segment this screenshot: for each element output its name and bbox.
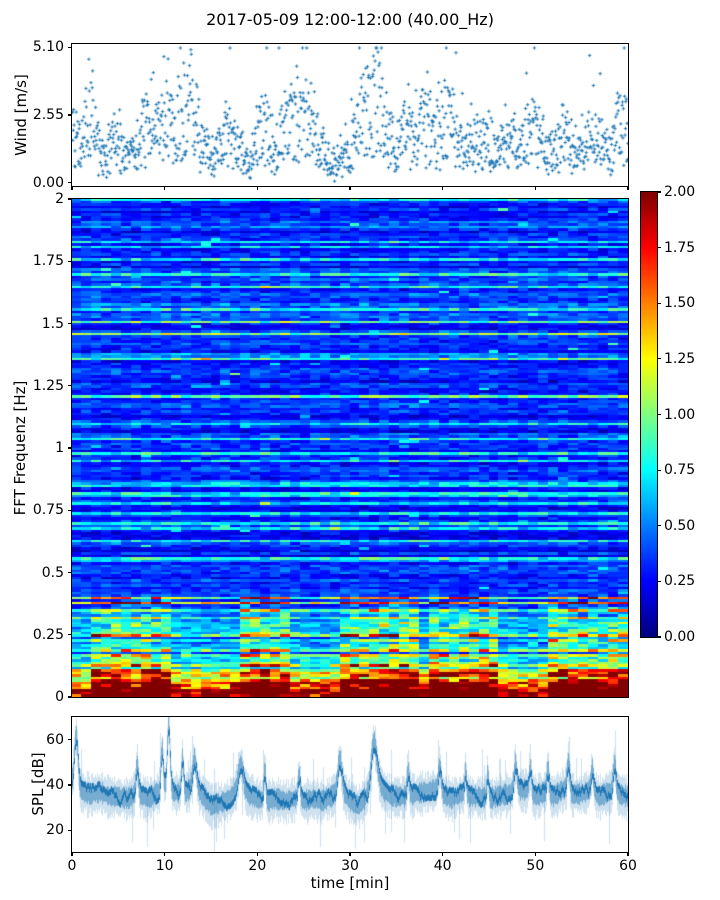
spl-x-tick-label: 40	[433, 858, 452, 874]
spectrogram-y-tick	[68, 385, 72, 387]
spl-x-tick	[71, 852, 73, 856]
time-xlabel: time [min]	[310, 874, 390, 892]
spl-x-tick	[534, 852, 536, 856]
spl-canvas	[72, 717, 628, 852]
spl-x-tick-label: 50	[526, 858, 545, 874]
colorbar-tick	[657, 191, 661, 193]
colorbar-tick	[657, 525, 661, 527]
wind-x-tick	[627, 186, 629, 190]
spl-x-tick-label: 0	[67, 858, 77, 874]
colorbar-tick-label: 0.50	[664, 517, 696, 534]
spectrogram-y-tick-label: 1.5	[41, 315, 64, 332]
wind-x-tick	[442, 186, 444, 190]
colorbar-tick	[657, 580, 661, 582]
wind-y-tick	[68, 181, 72, 184]
spectrogram-y-tick	[68, 696, 72, 698]
spl-y-tick	[68, 784, 72, 786]
wind-y-tick-label: 2.55	[32, 107, 64, 123]
spectrogram-y-tick	[68, 260, 72, 262]
spectrogram-y-tick-label: 0.75	[32, 502, 64, 519]
spl-y-tick	[68, 829, 72, 832]
spectrogram-y-tick-label: 1	[55, 440, 64, 456]
spl-y-tick-label: 20	[46, 822, 64, 839]
spl-x-tick	[256, 852, 258, 856]
spl-x-tick-label: 60	[619, 858, 637, 874]
colorbar-tick	[657, 636, 661, 638]
wind-y-tick	[68, 46, 72, 49]
colorbar-tick-label: 2.00	[664, 184, 696, 200]
colorbar-tick-label: 0.25	[664, 573, 696, 590]
spectrogram-y-tick	[68, 322, 72, 325]
colorbar-tick-label: 0.00	[664, 629, 696, 645]
spectrogram-ylabel: FFT Frequenz [Hz]	[11, 380, 29, 516]
spectrogram-y-tick-label: 2	[55, 191, 64, 207]
wind-x-tick	[71, 186, 73, 190]
spectrogram-y-tick-label: 0	[55, 689, 64, 705]
colorbar-tick	[657, 469, 661, 471]
spl-x-tick	[442, 852, 444, 856]
spectrogram-y-tick	[68, 571, 72, 574]
spectrogram-y-tick	[68, 634, 72, 636]
spl-x-tick-label: 30	[341, 858, 359, 874]
spectrogram-y-tick	[68, 509, 72, 511]
wind-y-tick	[68, 114, 72, 116]
colorbar-canvas	[641, 192, 657, 637]
wind-ylabel: Wind [m/s]	[12, 74, 30, 156]
figure-title: 2017-05-09 12:00-12:00 (40.00_Hz)	[206, 10, 494, 29]
wind-x-tick	[164, 186, 166, 190]
wind-x-tick	[534, 186, 536, 190]
spectrogram-y-tick	[68, 447, 72, 449]
colorbar-tick	[657, 358, 661, 360]
wind-y-tick-label: 0.00	[32, 174, 64, 191]
spl-ylabel: SPL [dB]	[29, 752, 47, 816]
spectrogram-y-tick-label: 1.25	[32, 377, 64, 394]
spl-x-tick-label: 10	[155, 858, 174, 874]
spectrogram-y-tick	[68, 198, 72, 200]
colorbar-tick-label: 1.75	[664, 239, 696, 256]
spectrogram-y-tick-label: 0.5	[41, 564, 64, 581]
spectrogram-y-tick-label: 1.75	[32, 253, 64, 270]
colorbar-tick-label: 1.00	[664, 406, 696, 423]
colorbar-tick-label: 1.50	[664, 295, 696, 312]
wind-x-tick	[349, 186, 351, 190]
spl-y-tick-label: 60	[46, 731, 64, 748]
wind-scatter-canvas	[72, 44, 628, 186]
spl-x-tick	[164, 852, 166, 856]
colorbar-tick	[657, 413, 661, 416]
spl-y-tick-label: 40	[46, 777, 64, 794]
spl-x-tick-label: 20	[248, 858, 267, 874]
colorbar-tick-label: 0.75	[664, 462, 696, 479]
colorbar-tick	[657, 302, 661, 304]
colorbar-tick-label: 1.25	[664, 350, 696, 367]
spl-x-tick	[349, 852, 351, 856]
spectrogram-canvas	[72, 199, 628, 697]
wind-x-tick	[256, 186, 258, 190]
spl-y-tick	[68, 739, 72, 741]
colorbar-tick	[657, 247, 661, 249]
wind-y-tick-label: 5.10	[32, 39, 64, 56]
spl-x-tick	[627, 852, 629, 856]
spectrogram-y-tick-label: 0.25	[32, 626, 64, 643]
